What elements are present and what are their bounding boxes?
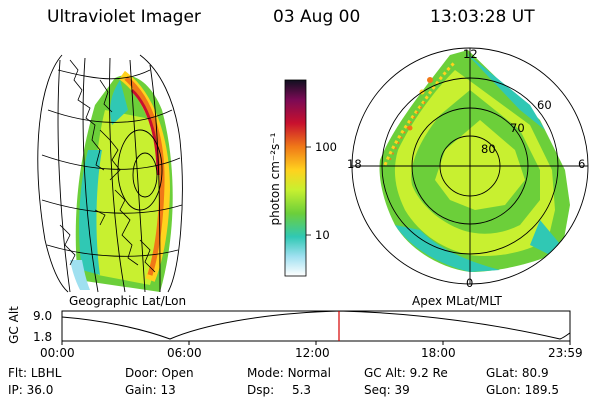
left-map-caption: Geographic Lat/Lon	[69, 294, 187, 308]
geographic-map	[37, 54, 183, 293]
status-seq: Seq: 39	[364, 383, 410, 397]
time-tick-1800: 18:00	[421, 346, 456, 360]
mlat-label-80: 80	[481, 142, 496, 156]
time-tick-0600: 06:00	[167, 346, 202, 360]
altitude-ytick-1-8: 1.8	[33, 330, 53, 344]
altitude-axis-label: GC Alt	[7, 306, 21, 344]
altitude-ytick-9: 9.0	[33, 309, 53, 323]
colorbar-tick-10: 10	[315, 228, 330, 242]
status-filter: Flt: LBHL	[8, 366, 62, 380]
status-mode: Mode: Normal	[247, 366, 331, 380]
right-map-caption: Apex MLat/MLT	[412, 294, 502, 308]
status-dsp: Dsp: 5.3	[247, 383, 312, 397]
mlt-label-18: 18	[347, 157, 362, 171]
polar-map	[351, 47, 589, 285]
status-door: Door: Open	[125, 366, 194, 380]
mlat-label-70: 70	[510, 121, 525, 135]
observation-date: 03 Aug 00	[273, 7, 361, 27]
mlt-label-0: 0	[466, 276, 474, 290]
time-tick-0000: 00:00	[40, 346, 75, 360]
colorbar-unit-label: photon cm⁻²s⁻¹	[268, 132, 282, 226]
mlt-label-12: 12	[463, 47, 478, 61]
color-scale-bar	[284, 79, 311, 277]
time-tick-2359: 23:59	[548, 346, 583, 360]
status-gain: Gain: 13	[125, 383, 176, 397]
colorbar-tick-100: 100	[315, 140, 337, 154]
status-ip: IP: 36.0	[8, 383, 54, 397]
mlt-label-6: 6	[578, 157, 586, 171]
altitude-plot	[61, 310, 571, 345]
instrument-title: Ultraviolet Imager	[47, 7, 201, 27]
status-gc-alt: GC Alt: 9.2 Re	[364, 366, 448, 380]
status-glon: GLon: 189.5	[486, 383, 559, 397]
observation-time: 13:03:28 UT	[430, 7, 535, 27]
time-tick-1200: 12:00	[295, 346, 330, 360]
mlat-label-60: 60	[537, 98, 552, 112]
status-glat: GLat: 80.9	[486, 366, 549, 380]
